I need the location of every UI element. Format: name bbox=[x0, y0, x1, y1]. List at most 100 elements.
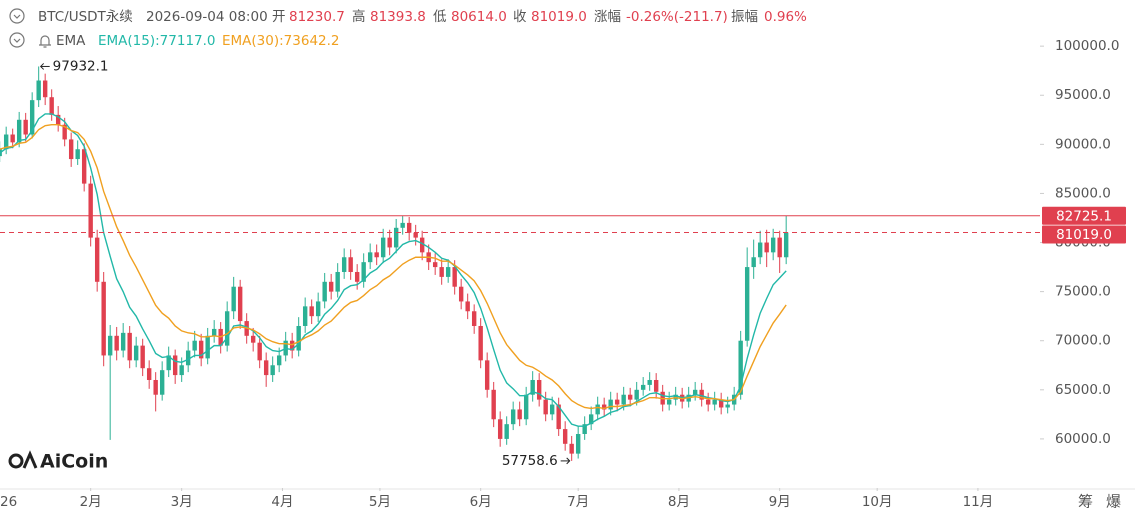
candle-body bbox=[692, 389, 698, 395]
min-pointer-head bbox=[566, 457, 571, 465]
x-tick-label: 2月 bbox=[80, 494, 102, 510]
candle-body bbox=[465, 301, 470, 312]
candle-body bbox=[452, 267, 457, 287]
candle-body bbox=[764, 242, 769, 253]
y-tick-label: 60000.0 bbox=[1055, 431, 1111, 447]
candle-body bbox=[504, 424, 509, 439]
x-tick-label: 11月 bbox=[963, 494, 994, 510]
candle-body bbox=[757, 242, 763, 258]
candle-body bbox=[75, 149, 80, 160]
candle-body bbox=[588, 414, 594, 425]
candle-body bbox=[387, 237, 392, 248]
candle-body bbox=[172, 355, 178, 376]
collapse-icon[interactable] bbox=[9, 8, 25, 24]
candle-body bbox=[712, 399, 717, 405]
candle-body bbox=[198, 340, 204, 359]
candle-body bbox=[601, 404, 607, 410]
toolbar-button[interactable]: 爆 bbox=[1106, 493, 1121, 511]
y-tick-label: 95000.0 bbox=[1055, 87, 1111, 103]
candle-body bbox=[510, 409, 516, 425]
change-label: 涨幅 bbox=[594, 9, 621, 25]
candle-body bbox=[328, 281, 334, 292]
x-tick-label: 9月 bbox=[769, 494, 791, 510]
low-value: 80614.0 bbox=[451, 9, 507, 25]
candle-body bbox=[81, 149, 87, 184]
candle-body bbox=[237, 286, 243, 322]
candle-body bbox=[582, 424, 587, 434]
candle-body bbox=[88, 183, 93, 238]
candle-body bbox=[107, 335, 113, 356]
toolbar-button[interactable]: 筹 bbox=[1078, 493, 1093, 511]
candle-body bbox=[380, 237, 386, 258]
candle-body bbox=[738, 340, 743, 395]
candle-body bbox=[705, 399, 711, 405]
alert-icon[interactable] bbox=[39, 35, 51, 48]
amplitude-value: 0.96% bbox=[764, 9, 807, 25]
candle-body bbox=[374, 252, 379, 258]
high-value: 81393.8 bbox=[370, 9, 426, 25]
candle-body bbox=[68, 139, 74, 160]
x-tick-label: 7月 bbox=[567, 494, 589, 510]
candle-body bbox=[497, 419, 503, 439]
x-tick-label: 10月 bbox=[862, 494, 893, 510]
candle-body bbox=[653, 379, 659, 392]
candle-body bbox=[42, 80, 48, 98]
candle-body bbox=[62, 124, 67, 140]
candle-body bbox=[614, 399, 620, 405]
candle-body bbox=[627, 394, 633, 400]
x-tick-label: 26 bbox=[0, 494, 17, 510]
candle-body bbox=[257, 342, 262, 361]
candle-body bbox=[133, 345, 139, 361]
candle-body bbox=[549, 404, 555, 415]
symbol: BTC/USDT永续 bbox=[38, 9, 133, 25]
candle-body bbox=[400, 222, 405, 228]
candle-body bbox=[270, 365, 275, 376]
candle-body bbox=[211, 328, 217, 336]
candle-body bbox=[432, 262, 438, 268]
close-label: 收 bbox=[513, 9, 527, 25]
candle-body bbox=[120, 332, 126, 351]
candle-body bbox=[647, 379, 652, 385]
collapse-icon[interactable] bbox=[9, 32, 25, 48]
max-label: 97932.1 bbox=[53, 58, 109, 74]
candle-body bbox=[608, 399, 613, 410]
candle-body bbox=[491, 389, 496, 420]
candle-body bbox=[335, 271, 340, 292]
datetime: 2026-09-04 08:00 bbox=[146, 9, 268, 25]
min-label: 57758.6 bbox=[502, 453, 558, 469]
candle-body bbox=[595, 404, 600, 415]
legend-ema15: EMA(15):77117.0 bbox=[98, 33, 216, 49]
watermark: AiCoin bbox=[40, 451, 108, 473]
x-tick-label: 8月 bbox=[668, 494, 690, 510]
candle-body bbox=[3, 134, 9, 150]
logo-mark bbox=[22, 450, 38, 469]
y-tick-label: 100000.0 bbox=[1055, 38, 1119, 54]
candle-body bbox=[309, 306, 314, 317]
candle-body bbox=[127, 332, 132, 361]
logo bbox=[8, 450, 38, 469]
candle-body bbox=[36, 80, 41, 101]
price-tag bbox=[1042, 225, 1126, 244]
indicator-name[interactable]: EMA bbox=[56, 33, 86, 49]
candle-body bbox=[101, 281, 106, 356]
candle-body bbox=[153, 379, 158, 395]
candle-body bbox=[562, 429, 568, 444]
plot-area bbox=[0, 66, 789, 461]
change-value: -0.26%(-211.7) bbox=[626, 9, 728, 25]
candle-body bbox=[770, 237, 776, 253]
candle-body bbox=[634, 389, 639, 400]
candle-body bbox=[140, 345, 145, 369]
candle-body bbox=[523, 394, 529, 420]
price-tag bbox=[1042, 206, 1126, 225]
candle-body bbox=[439, 267, 444, 277]
x-tick-label: 4月 bbox=[271, 494, 293, 510]
y-tick-label: 85000.0 bbox=[1055, 185, 1111, 201]
candle-body bbox=[322, 281, 327, 302]
amplitude-label: 振幅 bbox=[731, 9, 758, 25]
candle-body bbox=[10, 134, 15, 143]
candle-body bbox=[556, 404, 561, 430]
candle-body bbox=[413, 232, 418, 238]
candle-body bbox=[666, 399, 672, 405]
